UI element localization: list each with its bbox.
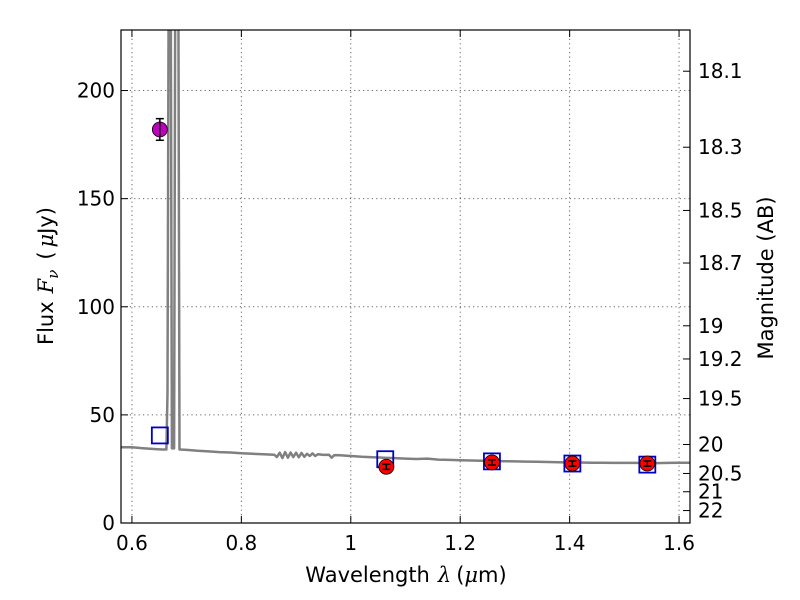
y2-tick-label: 22 (698, 499, 723, 523)
y-axis-unit-mu: μ (34, 234, 58, 248)
model-spectrum-line (121, 30, 690, 465)
x-axis-symbol: λ (437, 563, 451, 587)
x-tick-label: 1 (344, 531, 357, 555)
x-tick-label: 0.6 (116, 531, 148, 555)
x-axis-unit-rest: m) (478, 563, 507, 587)
y-tick-label: 200 (77, 79, 115, 103)
y-axis-title: Flux Fν ( μJy) (34, 207, 62, 345)
y2-tick-label: 18.3 (698, 135, 743, 159)
x-tick-label: 1.4 (554, 531, 586, 555)
y-axis-unit-open: ( (34, 251, 58, 259)
y2-axis-title: Magnitude (AB) (754, 196, 778, 359)
x-axis-unit-open: ( (456, 563, 464, 587)
grid (121, 30, 690, 524)
y-axis-title-text: Flux (34, 301, 58, 345)
y-tick-label: 50 (90, 403, 115, 427)
axes (120, 29, 691, 524)
y2-tick-label: 18.1 (698, 59, 743, 83)
model-spectrum-layer (121, 30, 690, 465)
x-tick-label: 1.6 (663, 531, 695, 555)
model-photometry-square (150, 426, 169, 445)
y-tick-label: 0 (102, 511, 115, 535)
x-axis-title-text: Wavelength (305, 563, 430, 587)
y2-tick-label: 19.2 (698, 347, 743, 371)
y-axis-unit-rest: Jy) (34, 207, 58, 236)
markers-layer (150, 117, 657, 475)
y-tick-label: 100 (77, 295, 115, 319)
x-axis-unit-mu: μ (464, 563, 478, 587)
x-tick-label: 1.2 (444, 531, 476, 555)
y2-tick-label: 20 (698, 432, 723, 456)
y-tick-label: 150 (77, 187, 115, 211)
y2-tick-label: 18.5 (698, 198, 743, 222)
y2-tick-label: 20.5 (698, 461, 743, 485)
model-photometry-square (563, 454, 582, 473)
y2-tick-label: 21 (698, 480, 723, 504)
y2-tick-label: 19.5 (698, 387, 743, 411)
y-axis-symbol-sub: ν (44, 270, 62, 279)
y2-tick-label: 19 (698, 314, 723, 338)
ticks: 0.6 0.8 1 1.2 1.4 1.6 0 50 100 150 200 18.1 18.3 18.5… (77, 30, 743, 555)
y2-tick-label: 18.7 (698, 251, 743, 275)
x-tick-label: 0.8 (225, 531, 257, 555)
x-axis-title: Wavelength λ (μm) (305, 563, 506, 587)
plot-frame (120, 29, 691, 524)
y-axis-symbol: F (34, 277, 58, 294)
